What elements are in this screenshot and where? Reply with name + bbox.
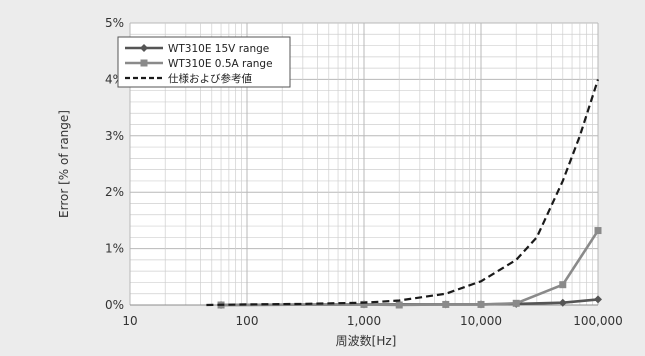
y-axis-title: Error [% of range] (57, 110, 71, 218)
legend: WT310E 15V range WT310E 0.5A range 仕様および参考… (117, 36, 291, 88)
data-point (558, 298, 567, 307)
legend-item: 仕様および参考値 (125, 72, 252, 85)
legend-label: 仕様および参考値 (168, 72, 252, 85)
data-point (512, 299, 520, 307)
legend-label: WT310E 15V range (168, 43, 269, 55)
legend-item: WT310E 0.5A range (125, 58, 273, 70)
y-tick-label: 0% (105, 298, 124, 312)
y-tick-label: 2% (105, 185, 124, 199)
series-3 (206, 79, 600, 307)
legend-item: WT310E 15V range (125, 43, 269, 55)
x-tick-label: 10,000 (460, 314, 502, 328)
x-tick-label: 100 (236, 314, 259, 328)
x-tick-label: 100,000 (573, 314, 623, 328)
series-line (206, 79, 600, 307)
series-line (220, 229, 600, 307)
x-axis-title: 周波数[Hz] (336, 333, 397, 348)
x-tick-label: 1,000 (347, 314, 381, 328)
data-point (442, 300, 450, 308)
data-point (395, 301, 403, 309)
grid (129, 22, 599, 306)
y-tick-label: 3% (105, 129, 124, 143)
data-point (140, 59, 148, 67)
y-tick-label: 1% (105, 242, 124, 256)
data-point (559, 281, 567, 289)
data-point (140, 44, 148, 52)
x-tick-label: 10 (122, 314, 137, 328)
data-point (594, 295, 602, 304)
data-point (477, 300, 485, 308)
y-tick-label: 5% (105, 16, 124, 30)
data-point (594, 227, 602, 235)
legend-label: WT310E 0.5A range (168, 58, 273, 70)
data-point (360, 300, 368, 308)
